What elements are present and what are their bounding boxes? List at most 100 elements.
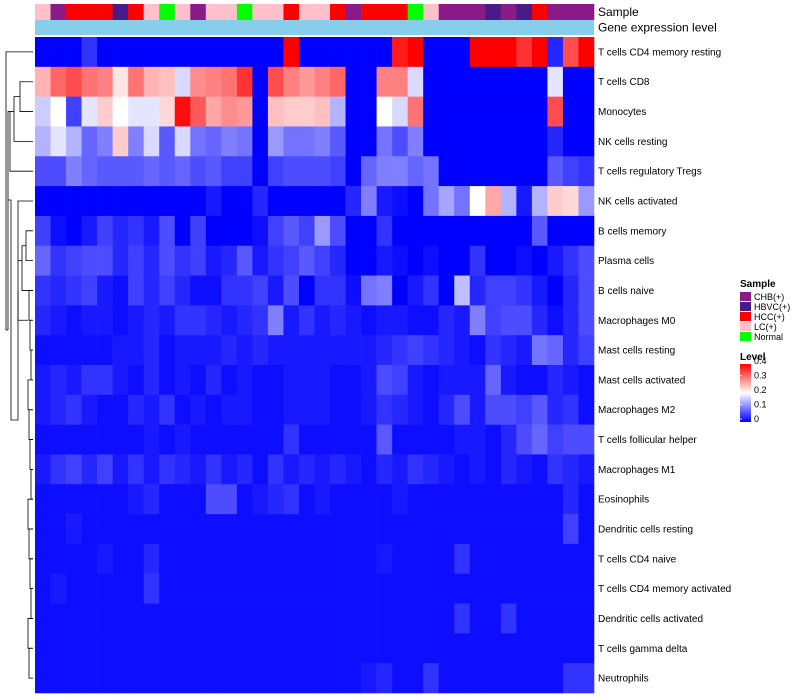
cell-dendritic-cells-activated-29 (469, 603, 486, 634)
cell-monocytes-5 (97, 96, 113, 127)
cell-t-cells-cd8-5 (97, 66, 113, 97)
cell-neutrophils-31 (500, 663, 517, 694)
cell-t-cells-cd8-32 (516, 66, 533, 97)
cell-t-cells-gamma-delta-7 (128, 633, 144, 664)
cell-plasma-cells-9 (159, 245, 176, 276)
cell-plasma-cells-14 (236, 245, 253, 276)
cell-nk-cells-resting-20 (330, 126, 346, 157)
cell-nk-cells-resting-14 (236, 126, 253, 157)
cell-dendritic-cells-activated-7 (128, 603, 144, 634)
cell-t-cells-gamma-delta-12 (205, 633, 222, 664)
cell-macrophages-m1-12 (205, 454, 222, 485)
cell-b-cells-memory-35 (562, 215, 579, 247)
cell-macrophages-m1-9 (159, 454, 176, 485)
cell-b-cells-naive-34 (547, 275, 564, 306)
cell-nk-cells-activated-34 (547, 186, 564, 217)
cell-mast-cells-activated-1 (35, 365, 51, 396)
cell-neutrophils-29 (469, 663, 486, 694)
cell-t-cells-cd4-memory-resting-6 (112, 37, 129, 68)
cell-t-cells-gamma-delta-34 (547, 633, 564, 664)
cell-t-cells-cd8-18 (298, 66, 315, 97)
cell-dendritic-cells-activated-33 (531, 603, 548, 634)
cell-macrophages-m1-24 (392, 454, 408, 485)
cell-macrophages-m0-6 (112, 305, 129, 336)
cell-t-cells-cd8-29 (469, 66, 486, 97)
cell-eosinophils-3 (66, 484, 82, 515)
sample-track-cell-4 (81, 4, 98, 20)
cell-t-cells-cd4-naive-35 (562, 543, 579, 575)
cell-t-cells-follicular-helper-33 (531, 424, 548, 455)
cell-t-cells-cd4-naive-8 (143, 543, 160, 575)
cell-macrophages-m2-13 (221, 394, 238, 425)
cell-t-cells-follicular-helper-18 (298, 424, 315, 455)
cell-t-cells-cd4-naive-33 (531, 543, 548, 575)
cell-b-cells-naive-16 (267, 275, 284, 306)
cell-mast-cells-activated-23 (376, 365, 393, 396)
cell-eosinophils-27 (438, 484, 455, 515)
cell-macrophages-m1-19 (314, 454, 331, 485)
cell-neutrophils-6 (112, 663, 129, 694)
cell-t-cells-cd4-memory-resting-30 (485, 37, 502, 68)
cell-t-cells-follicular-helper-16 (267, 424, 284, 455)
sample-legend-label-hcc: HCC(+) (754, 312, 785, 322)
cell-nk-cells-activated-9 (159, 186, 176, 217)
cell-monocytes-15 (252, 96, 269, 127)
sample-track-cell-25 (407, 4, 424, 20)
sample-track-cell-32 (516, 4, 533, 20)
cell-t-cells-follicular-helper-1 (35, 424, 51, 455)
cell-t-cells-cd8-3 (66, 66, 82, 97)
cell-b-cells-memory-23 (376, 215, 393, 247)
cell-b-cells-memory-29 (469, 215, 486, 247)
cell-dendritic-cells-resting-22 (361, 514, 377, 545)
cell-t-cells-cd8-13 (221, 66, 238, 97)
cell-nk-cells-resting-17 (283, 126, 300, 157)
cell-neutrophils-33 (531, 663, 548, 694)
cell-b-cells-memory-12 (205, 215, 222, 247)
sample-track-cell-18 (298, 4, 315, 20)
cell-t-cells-cd4-memory-activated-5 (97, 573, 113, 604)
cell-mast-cells-activated-2 (50, 365, 67, 396)
cell-plasma-cells-25 (407, 245, 424, 276)
cell-nk-cells-activated-18 (298, 186, 315, 217)
cell-t-cells-cd4-naive-10 (174, 543, 191, 575)
cell-neutrophils-22 (361, 663, 377, 694)
cell-dendritic-cells-resting-18 (298, 514, 315, 545)
row-label-plasma-cells: Plasma cells (598, 256, 654, 267)
dendrogram-leaf-16 (30, 468, 33, 500)
cell-monocytes-6 (112, 96, 129, 127)
cell-eosinophils-9 (159, 484, 176, 515)
cell-dendritic-cells-resting-4 (81, 514, 98, 545)
cell-nk-cells-resting-12 (205, 126, 222, 157)
cell-mast-cells-activated-3 (66, 365, 82, 396)
cell-mast-cells-resting-18 (298, 335, 315, 366)
cell-b-cells-naive-25 (407, 275, 424, 306)
cell-macrophages-m0-28 (454, 305, 471, 336)
cell-t-cells-cd4-memory-resting-17 (283, 37, 300, 68)
cell-t-cells-cd4-memory-activated-36 (578, 573, 595, 604)
cell-eosinophils-8 (143, 484, 160, 515)
cell-macrophages-m1-22 (361, 454, 377, 485)
sample-track-cell-19 (314, 4, 331, 20)
cell-macrophages-m0-9 (159, 305, 176, 336)
cell-monocytes-26 (423, 96, 440, 127)
cell-t-cells-gamma-delta-8 (143, 633, 160, 664)
dendrogram-branch-lower (17, 290, 28, 321)
cell-dendritic-cells-activated-24 (392, 603, 408, 634)
cell-eosinophils-20 (330, 484, 346, 515)
cell-neutrophils-26 (423, 663, 440, 694)
level-legend-bar (740, 364, 751, 422)
cell-dendritic-cells-resting-25 (407, 514, 424, 545)
cell-macrophages-m2-2 (50, 394, 67, 425)
cell-t-cells-regulatory-tregs-36 (578, 156, 595, 187)
cell-nk-cells-resting-35 (562, 126, 579, 157)
cell-t-cells-regulatory-tregs-23 (376, 156, 393, 187)
cell-t-cells-cd4-naive-11 (190, 543, 207, 575)
cell-t-cells-gamma-delta-2 (50, 633, 67, 664)
cell-neutrophils-21 (345, 663, 362, 694)
cell-t-cells-cd4-memory-resting-3 (66, 37, 82, 68)
cell-mast-cells-resting-22 (361, 335, 377, 366)
cell-b-cells-memory-3 (66, 215, 82, 247)
cell-b-cells-naive-19 (314, 275, 331, 306)
cell-macrophages-m1-3 (66, 454, 82, 485)
cell-dendritic-cells-resting-1 (35, 514, 51, 545)
